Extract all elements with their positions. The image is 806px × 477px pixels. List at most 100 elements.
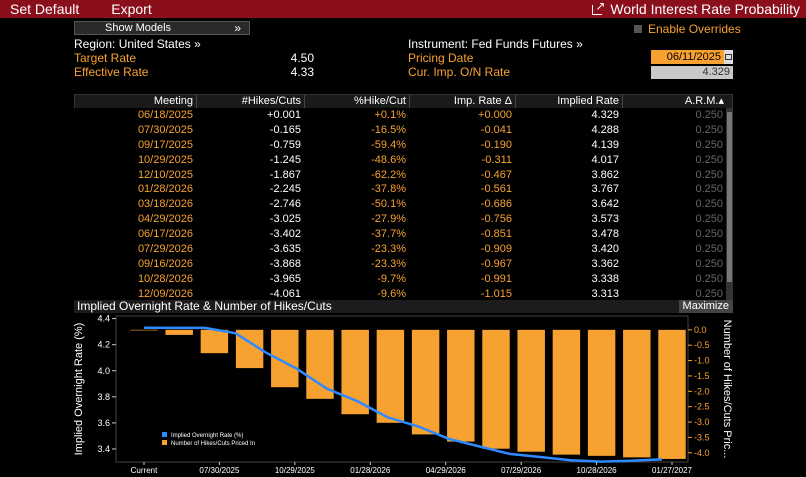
right-axis-tick-label: -2.0 <box>694 386 710 396</box>
right-axis-tick-label: -0.5 <box>694 340 710 350</box>
cell-imp-rate-delta: -1.015 <box>480 287 512 300</box>
region-label: Region: United States » <box>74 37 201 51</box>
x-axis-tick-label: 01/28/2026 <box>350 466 391 475</box>
cell-implied-rate: 3.362 <box>591 257 619 270</box>
cell-arm: 0.250 <box>695 198 723 211</box>
cell-implied-rate: 4.139 <box>591 138 619 151</box>
cell-arm: 0.250 <box>695 228 723 241</box>
cell-hikes-cuts: -1.245 <box>269 153 301 166</box>
table-row[interactable]: 07/30/2025 -0.165 -16.5% -0.041 4.288 0.250 <box>74 123 733 138</box>
table-row[interactable]: 04/29/2026 -3.025 -27.9% -0.756 3.573 0.250 <box>74 212 733 227</box>
cur-imp-label: Cur. Imp. O/N Rate <box>408 65 511 79</box>
cell-meeting: 12/10/2025 <box>137 168 193 181</box>
table-row[interactable]: 10/29/2025 -1.245 -48.6% -0.311 4.017 0.250 <box>74 153 733 168</box>
hikes-cuts-bar <box>376 329 405 423</box>
cell-meeting: 10/28/2026 <box>137 272 193 285</box>
cell-pct-hike-cut: -59.4% <box>371 138 406 151</box>
instrument-label: Instrument: Fed Funds Futures » <box>408 37 583 51</box>
cell-implied-rate: 3.420 <box>591 243 619 256</box>
table-row[interactable]: 03/18/2026 -2.746 -50.1% -0.686 3.642 0.250 <box>74 197 733 212</box>
table-row[interactable]: 12/10/2025 -1.867 -62.2% -0.467 3.862 0.250 <box>74 168 733 183</box>
column-header-imp-rate-delta[interactable]: Imp. Rate Δ <box>410 95 516 108</box>
cell-hikes-cuts: -3.635 <box>269 243 301 256</box>
legend-swatch-line <box>162 432 167 437</box>
cell-meeting: 04/29/2026 <box>137 213 193 226</box>
cell-pct-hike-cut: +0.1% <box>374 109 407 121</box>
set-default-button[interactable]: Set Default <box>10 1 80 17</box>
cur-imp-row: Cur. Imp. O/N Rate <box>408 65 510 79</box>
window-title: World Interest Rate Probability <box>592 0 806 17</box>
cell-arm: 0.250 <box>695 243 723 256</box>
export-button[interactable]: Export <box>111 1 152 17</box>
enable-overrides-toggle[interactable]: Enable Overrides <box>634 22 741 36</box>
column-header-implied-rate[interactable]: Implied Rate <box>516 95 623 108</box>
cell-arm: 0.250 <box>695 153 723 166</box>
left-axis-tick-label: 3.4 <box>97 444 110 454</box>
left-axis-tick-label: 3.8 <box>97 392 110 402</box>
show-models-button[interactable]: Show Models » <box>74 21 250 35</box>
table-row[interactable]: 09/17/2025 -0.759 -59.4% -0.190 4.139 0.250 <box>74 138 733 153</box>
table-row[interactable]: 01/28/2026 -2.245 -37.8% -0.561 3.767 0.250 <box>74 182 733 197</box>
cell-imp-rate-delta: -0.190 <box>480 138 512 151</box>
chart-title: Implied Overnight Rate & Number of Hikes… <box>77 299 332 313</box>
cell-arm: 0.250 <box>695 183 723 196</box>
calendar-icon[interactable] <box>724 50 733 64</box>
column-header-hikes-cuts[interactable]: #Hikes/Cuts <box>197 95 305 108</box>
cell-hikes-cuts: -2.746 <box>269 198 301 211</box>
right-axis-tick-label: -1.0 <box>694 356 710 366</box>
cell-pct-hike-cut: -9.6% <box>377 287 406 300</box>
instrument-selector[interactable]: Instrument: Fed Funds Futures » <box>408 37 583 51</box>
checkbox-icon[interactable] <box>634 25 642 33</box>
right-axis-label: Number of Hikes/Cuts Pric... <box>721 320 733 459</box>
cell-hikes-cuts: -4.061 <box>269 287 301 300</box>
cell-meeting: 09/16/2026 <box>137 257 193 270</box>
column-header-pct-hike-cut[interactable]: %Hike/Cut <box>305 95 410 108</box>
cell-meeting: 06/18/2025 <box>137 109 193 121</box>
cell-hikes-cuts: -3.868 <box>269 257 301 270</box>
table-row[interactable]: 09/16/2026 -3.868 -23.3% -0.967 3.362 0.250 <box>74 257 733 272</box>
x-axis-tick-label: 10/29/2025 <box>275 466 316 475</box>
table-body: 06/18/2025 +0.001 +0.1% +0.000 4.329 0.250 07/… <box>74 108 733 302</box>
cell-hikes-cuts: -3.402 <box>269 228 301 241</box>
cell-implied-rate: 4.288 <box>591 123 619 136</box>
table-row[interactable]: 06/17/2026 -3.402 -37.7% -0.851 3.478 0.250 <box>74 227 733 242</box>
right-axis-tick-label: -1.5 <box>694 371 710 381</box>
hikes-cuts-bar <box>200 329 229 354</box>
cell-imp-rate-delta: -0.756 <box>480 213 512 226</box>
x-axis-tick-label: 04/29/2026 <box>426 466 467 475</box>
maximize-button[interactable]: Maximize <box>678 300 733 313</box>
hikes-cuts-bar <box>658 329 686 459</box>
region-selector[interactable]: Region: United States » <box>74 37 201 51</box>
legend-swatch-bars <box>162 440 167 445</box>
scrollbar-thumb[interactable] <box>727 112 732 282</box>
cell-imp-rate-delta: +0.000 <box>478 109 512 121</box>
cell-arm: 0.250 <box>695 168 723 181</box>
table-scrollbar[interactable] <box>726 108 733 302</box>
external-link-icon[interactable] <box>592 0 605 15</box>
cur-imp-rate-input[interactable]: 4.329 <box>651 66 733 79</box>
right-axis-tick-label: -4.0 <box>694 448 710 458</box>
window-title-text: World Interest Rate Probability <box>610 1 800 17</box>
x-axis-tick-label: 07/29/2026 <box>501 466 542 475</box>
chart-area: 4.4 4.2 4.0 3.8 3.6 3.4 0.0 -0.5 -1.0 -1.5 -2.0 -2.… <box>73 314 733 475</box>
cell-implied-rate: 3.478 <box>591 228 619 241</box>
effective-rate-label: Effective Rate <box>74 65 149 79</box>
table-row[interactable]: 06/18/2025 +0.001 +0.1% +0.000 4.329 0.250 <box>74 108 733 123</box>
cell-imp-rate-delta: -0.041 <box>480 123 512 136</box>
hikes-cuts-bar <box>165 329 193 335</box>
table-row[interactable]: 12/09/2026 -4.061 -9.6% -1.015 3.313 0.250 <box>74 287 733 302</box>
cell-implied-rate: 4.329 <box>591 109 619 121</box>
table-row[interactable]: 07/29/2026 -3.635 -23.3% -0.909 3.420 0.250 <box>74 242 733 257</box>
pricing-date-input[interactable]: 06/11/2025 <box>651 50 724 64</box>
table-row[interactable]: 10/28/2026 -3.965 -9.7% -0.991 3.338 0.250 <box>74 272 733 287</box>
cell-implied-rate: 3.767 <box>591 183 619 196</box>
hikes-cuts-bar <box>587 329 616 456</box>
x-axis-tick-label: 07/30/2025 <box>199 466 240 475</box>
target-rate-label: Target Rate <box>74 51 137 65</box>
cell-hikes-cuts: -1.867 <box>269 168 301 181</box>
right-axis-tick-label: 0.0 <box>694 325 707 335</box>
column-header-arm[interactable]: A.R.M.▴ <box>684 95 724 107</box>
hikes-cuts-bar <box>411 329 440 435</box>
cell-pct-hike-cut: -9.7% <box>377 272 406 285</box>
column-header-meeting[interactable]: Meeting <box>75 95 197 108</box>
